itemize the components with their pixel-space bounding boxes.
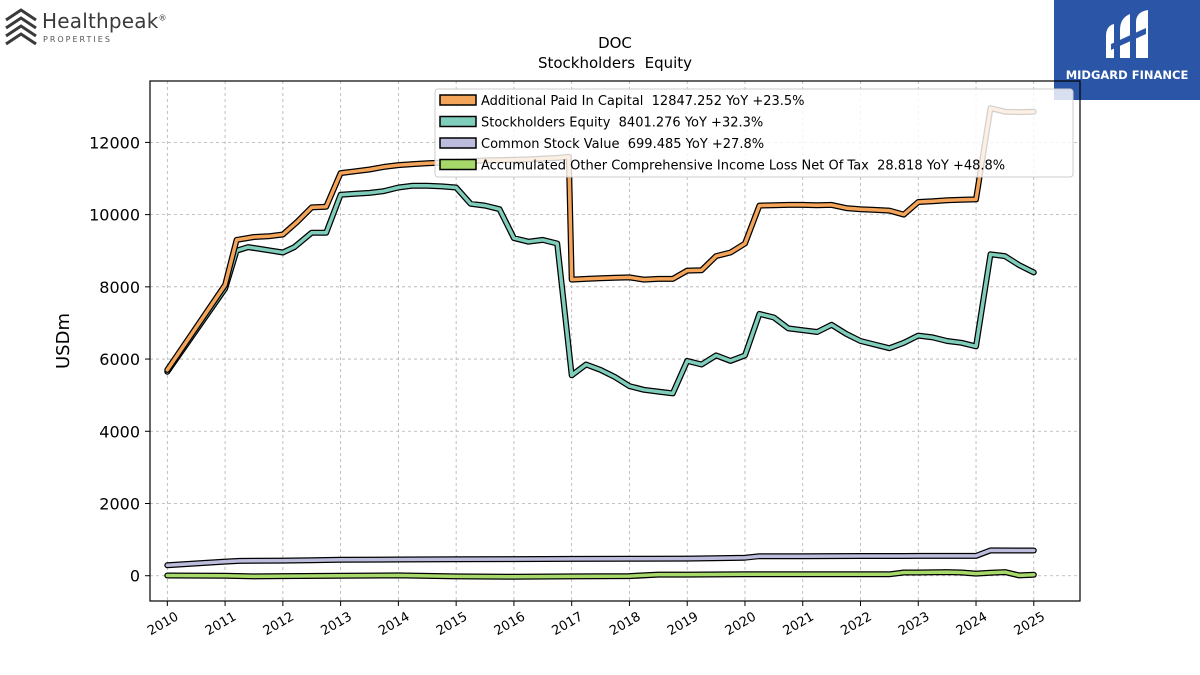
x-tick-label: 2023 bbox=[896, 609, 932, 639]
x-tick-label: 2024 bbox=[954, 609, 990, 639]
y-tick-label: 10000 bbox=[89, 206, 140, 225]
legend-label: Stockholders Equity 8401.276 YoY +32.3% bbox=[481, 116, 763, 131]
y-tick-label: 0 bbox=[130, 567, 140, 586]
x-tick-label: 2016 bbox=[492, 609, 528, 639]
legend-swatch bbox=[439, 158, 477, 171]
x-tick-label: 2021 bbox=[781, 609, 817, 639]
y-tick-label: 2000 bbox=[99, 495, 140, 514]
x-tick-label: 2012 bbox=[261, 609, 297, 639]
y-tick-label: 12000 bbox=[89, 133, 140, 152]
legend-label: Common Stock Value 699.485 YoY +27.8% bbox=[481, 137, 764, 152]
x-tick-label: 2025 bbox=[1012, 609, 1048, 639]
series-line bbox=[165, 183, 1036, 396]
chart-title: DOC bbox=[598, 34, 632, 52]
y-tick-label: 6000 bbox=[99, 350, 140, 369]
legend-box bbox=[434, 88, 1074, 178]
plot-frame bbox=[149, 80, 1081, 602]
x-tick-label: 2010 bbox=[145, 609, 181, 639]
series-line bbox=[165, 570, 1036, 579]
x-tick-label: 2015 bbox=[434, 609, 470, 639]
legend-swatch bbox=[439, 115, 477, 128]
legend-swatch bbox=[439, 94, 477, 106]
x-tick-label: 2017 bbox=[550, 609, 586, 639]
x-tick-label: 2020 bbox=[723, 609, 759, 639]
y-tick-label: 8000 bbox=[99, 278, 140, 297]
x-tick-label: 2011 bbox=[203, 609, 239, 639]
series-line bbox=[165, 548, 1036, 568]
healthpeak-logo-icon bbox=[5, 8, 37, 46]
healthpeak-logo-name: Healthpeak® bbox=[42, 9, 167, 33]
x-tick-label: 2014 bbox=[376, 609, 412, 639]
healthpeak-logo-sub: PROPERTIES bbox=[43, 35, 112, 44]
y-tick-label: 4000 bbox=[99, 422, 140, 441]
legend-swatch bbox=[439, 137, 477, 149]
x-axis: 2010 2011 2012 2013 2014 2015 2016 2017 2018 2019… bbox=[145, 601, 1048, 639]
y-axis-label: USDm bbox=[53, 313, 74, 369]
midgard-logo-icon bbox=[1106, 10, 1148, 58]
legend-label: Additional Paid In Capital 12847.252 YoY… bbox=[481, 94, 805, 109]
x-tick-label: 2022 bbox=[838, 609, 874, 639]
legend: Additional Paid In Capital 12847.252 YoY… bbox=[434, 88, 1074, 178]
x-tick-label: 2018 bbox=[607, 609, 643, 639]
series-line bbox=[165, 106, 1036, 372]
midgard-logo-name: MIDGARD FINANCE bbox=[1065, 68, 1189, 82]
healthpeak-logo: Healthpeak® PROPERTIES bbox=[4, 6, 174, 48]
x-tick-label: 2019 bbox=[665, 609, 701, 639]
legend-label: Accumulated Other Comprehensive Income L… bbox=[481, 159, 1005, 174]
chart-subtitle: Stockholders Equity bbox=[538, 54, 692, 72]
midgard-finance-logo: MIDGARD FINANCE bbox=[1054, 0, 1200, 100]
y-axis: 0 2000 4000 6000 8000 10000 12000 bbox=[89, 133, 150, 586]
x-tick-label: 2013 bbox=[318, 609, 354, 639]
series-lines bbox=[164, 105, 1037, 580]
